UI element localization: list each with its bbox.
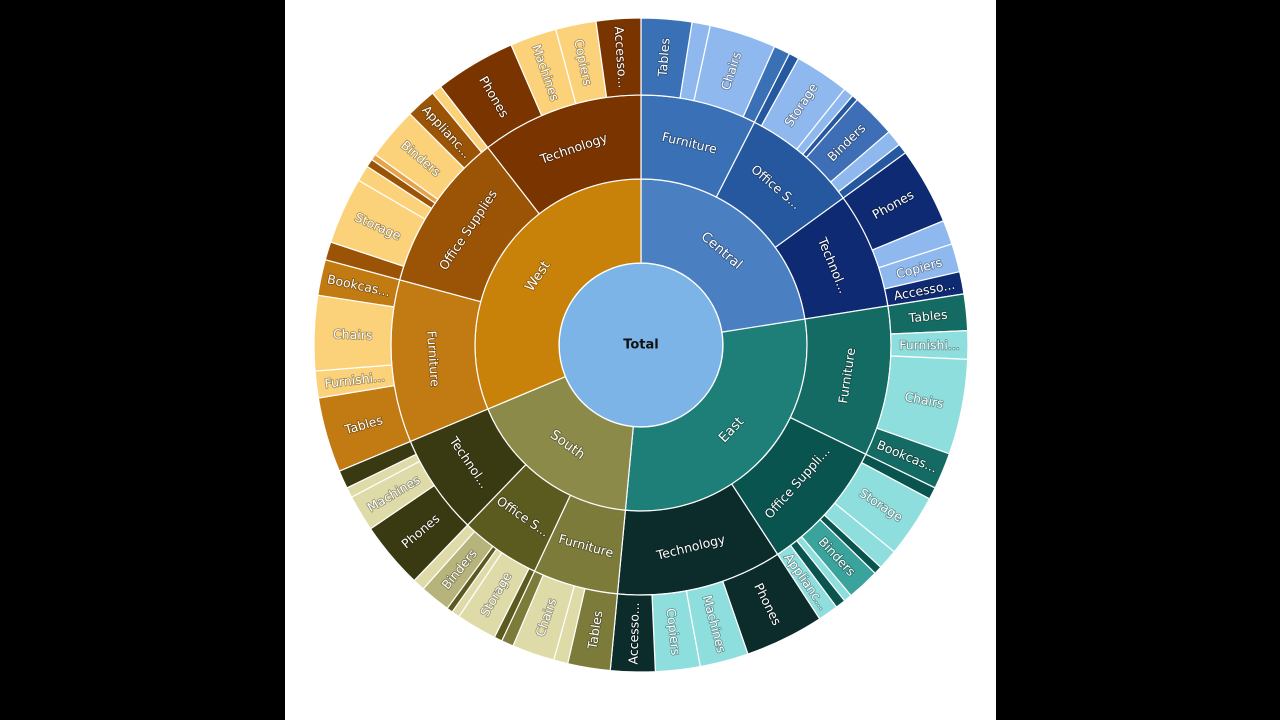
- subcategory-label-east-furniture-furnishi: Furnishi...: [899, 338, 960, 353]
- subcategory-label-east-technology-accesso: Accesso...: [625, 602, 642, 664]
- subcategory-label-east-technology-copiers: Copiers: [663, 607, 683, 656]
- subcategory-label-west-furniture-chairs: Chairs: [333, 326, 373, 342]
- root-label: Total: [623, 338, 659, 353]
- subcategory-label-west-technology-accesso: Accesso...: [611, 26, 630, 89]
- subcategory-label-west-furniture-furnishi: Furnishi...: [324, 369, 386, 391]
- subcategory-label-south-furniture-tables: Tables: [584, 609, 605, 651]
- subcategory-slice-west-technology-accesso[interactable]: [595, 17, 642, 99]
- category-label-west-furniture: Furniture: [424, 330, 443, 387]
- subcategory-label-central-furniture-tables: Tables: [655, 37, 673, 78]
- chart-panel: Total Central Furniture Tables Chairs Office …: [285, 0, 996, 720]
- sunburst-slices: [313, 17, 969, 673]
- subcategory-label-east-furniture-tables: Tables: [907, 307, 948, 326]
